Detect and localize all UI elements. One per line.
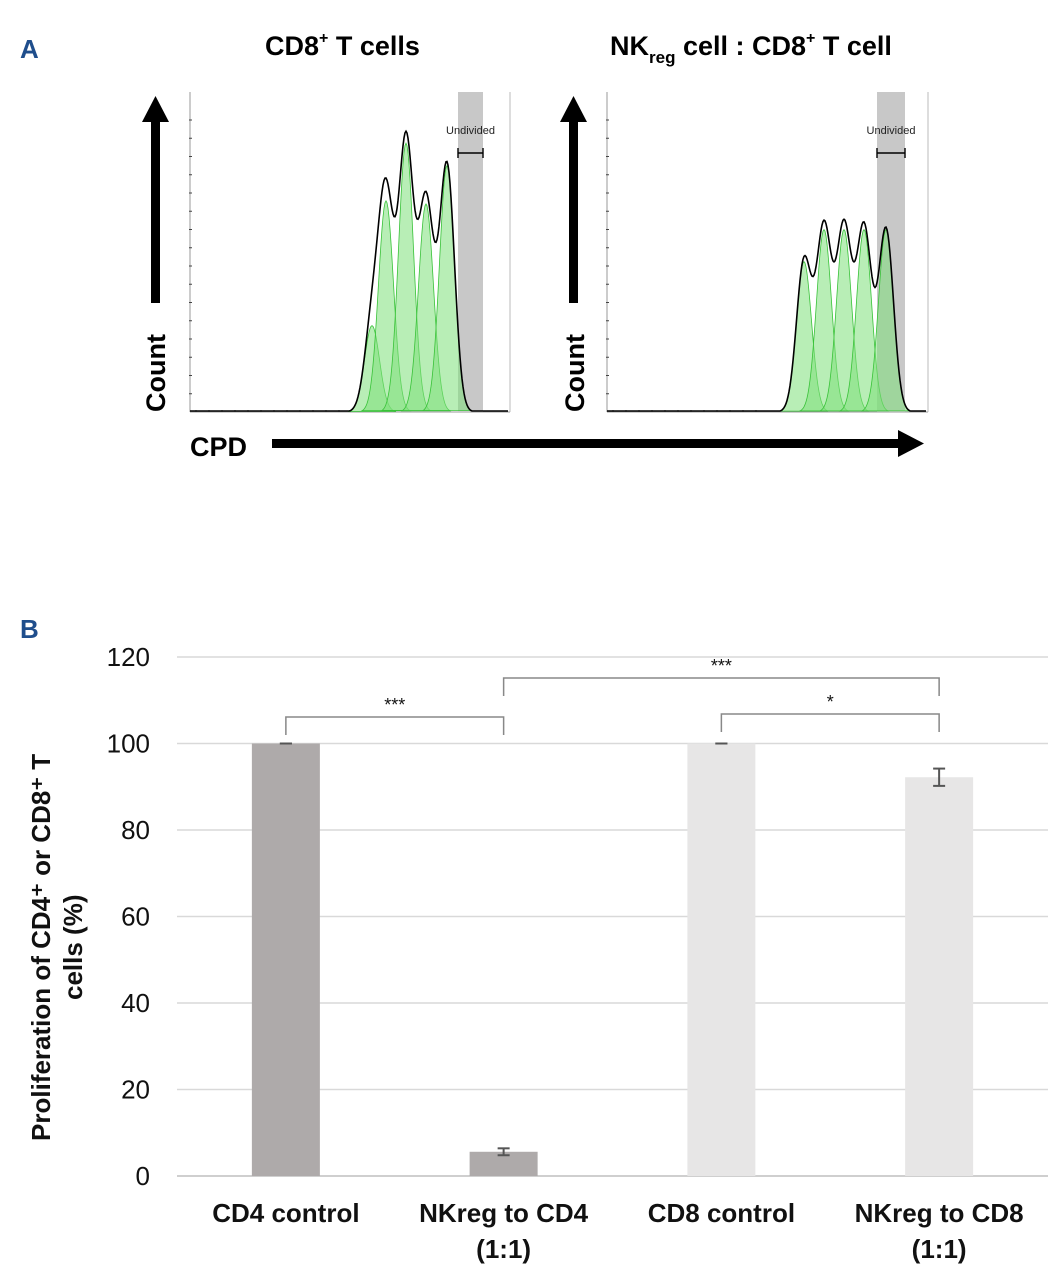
bar xyxy=(905,777,974,1176)
cpd-arrow xyxy=(272,430,924,457)
y-tick-label: 0 xyxy=(136,1161,150,1191)
right-count-arrow xyxy=(560,96,587,303)
bar-chart-ylabel-line1: Proliferation of CD4⁺ or CD8⁺ T xyxy=(26,754,56,1141)
category-label: NKreg to CD4 xyxy=(419,1198,589,1228)
left-title-rest: T cells xyxy=(328,31,420,61)
significance-label: *** xyxy=(711,656,732,676)
category-label: NKreg to CD8 xyxy=(855,1198,1024,1228)
significance-bracket xyxy=(285,716,505,735)
right-histogram: Undivided xyxy=(606,92,929,413)
significance-label: *** xyxy=(384,695,405,715)
left-histogram-title: CD8+ T cells xyxy=(265,30,420,61)
right-histogram-title: NKreg cell : CD8+ T cell xyxy=(610,30,892,67)
panel-a-letter: A xyxy=(20,34,39,64)
right-title-sub: reg xyxy=(649,48,675,67)
bar-chart-ylabel-line2: cells (%) xyxy=(58,895,88,1001)
significance-bracket xyxy=(720,713,940,732)
left-title-main: CD8 xyxy=(265,31,319,61)
left-histogram: Undivided xyxy=(189,92,511,413)
significance-label: * xyxy=(827,692,834,712)
y-tick-label: 20 xyxy=(121,1075,150,1105)
right-count-label: Count xyxy=(560,334,590,412)
left-count-arrow xyxy=(142,96,169,303)
category-label: CD8 control xyxy=(648,1198,795,1228)
category-label: CD4 control xyxy=(212,1198,359,1228)
panel-b-letter: B xyxy=(20,614,39,644)
category-label-line2: (1:1) xyxy=(476,1234,531,1264)
right-title-sup: + xyxy=(806,30,815,47)
histogram-envelope xyxy=(607,218,926,412)
y-tick-label: 80 xyxy=(121,815,150,845)
undivided-gate xyxy=(458,92,483,412)
right-title-mid: cell : CD8 xyxy=(675,31,806,61)
y-tick-label: 120 xyxy=(107,642,150,672)
gate-label: Undivided xyxy=(446,125,495,137)
histogram-envelope xyxy=(190,129,508,412)
left-title-sup: + xyxy=(319,30,328,47)
bar xyxy=(687,743,756,1176)
cpd-label: CPD xyxy=(190,432,247,462)
significance-bracket xyxy=(502,677,940,696)
y-tick-label: 40 xyxy=(121,988,150,1018)
bar-chart: 0 20 40 60 80 100 120 CD4 control NKreg to CD4 (1… xyxy=(107,642,1048,1264)
y-tick-label: 60 xyxy=(121,902,150,932)
bar xyxy=(251,743,320,1176)
right-title-rest: T cell xyxy=(815,31,892,61)
left-count-label: Count xyxy=(141,334,171,412)
category-label-line2: (1:1) xyxy=(912,1234,967,1264)
gate-label: Undivided xyxy=(867,125,916,137)
y-tick-label: 100 xyxy=(107,729,150,759)
right-title-nk: NK xyxy=(610,31,649,61)
